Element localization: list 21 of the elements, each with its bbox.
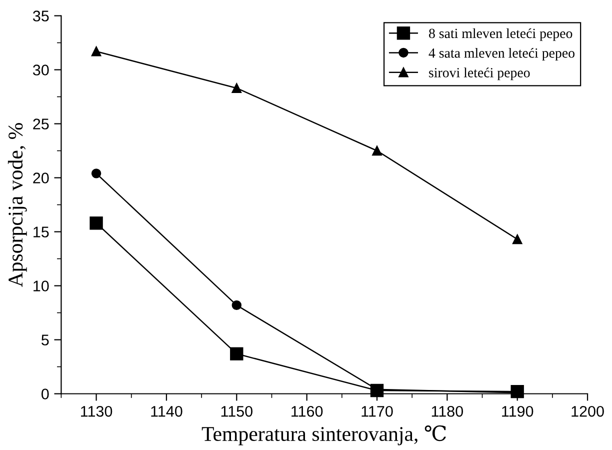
x-tick-label: 1170 xyxy=(362,406,393,417)
x-tick-label: 1200 xyxy=(572,406,604,417)
legend-label: 4 sata mleven leteći pepeo xyxy=(428,48,574,61)
y-tick-label: 0 xyxy=(41,388,49,400)
x-tick-label: 1160 xyxy=(292,406,323,417)
x-tick-label: 1190 xyxy=(502,406,534,417)
y-tick-label: 5 xyxy=(42,334,49,346)
y-tick-label: 30 xyxy=(32,64,49,76)
x-axis-title: Temperatura sinterovanja, ℃ xyxy=(202,425,446,446)
y-axis-title: Apsorpcija vode, % xyxy=(8,123,27,287)
y-tick-label: 10 xyxy=(34,280,49,292)
legend-label: 8 sati mleven leteći pepeo xyxy=(429,28,572,41)
x-tick-label: 1180 xyxy=(432,406,463,417)
y-tick-label: 20 xyxy=(33,172,49,184)
x-tick-label: 1130 xyxy=(81,406,112,417)
x-tick-label: 1150 xyxy=(221,406,252,417)
y-tick-label: 25 xyxy=(33,118,49,130)
y-tick-label: 15 xyxy=(34,226,49,238)
y-tick-label: 35 xyxy=(32,10,49,22)
x-tick-label: 1140 xyxy=(151,406,182,417)
legend-label: sirovi leteći pepeo xyxy=(429,68,530,80)
